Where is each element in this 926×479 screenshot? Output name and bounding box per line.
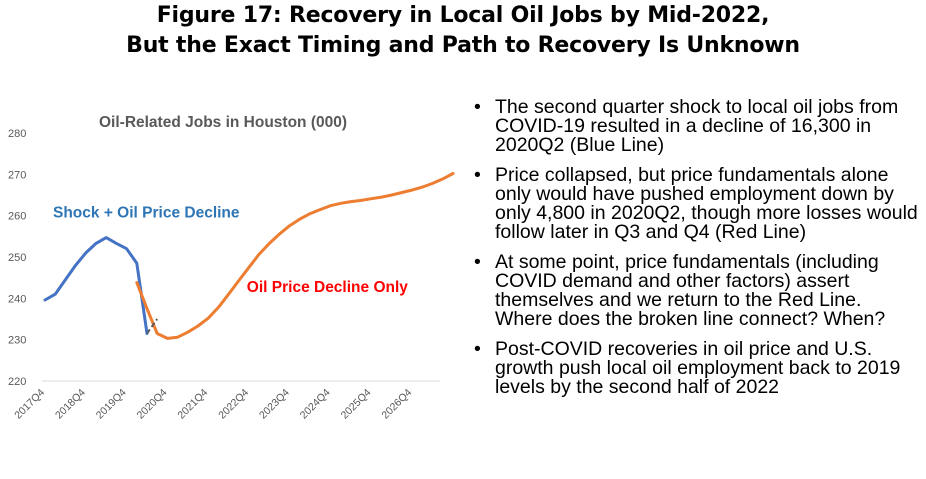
x-tick-label: 2021Q4: [175, 387, 210, 422]
bullet-text: The second quarter shock to local oil jo…: [495, 96, 899, 156]
figure-title-line2: But the Exact Timing and Path to Recover…: [126, 33, 800, 58]
series-line-shock: [43, 236, 149, 335]
bullet-item: • At some point, price fundamentals (incl…: [474, 251, 922, 330]
bullet-dot-icon: •: [474, 164, 481, 186]
plot-area: [43, 172, 455, 340]
bullet-text: At some point, price fundamentals (inclu…: [495, 251, 886, 330]
x-tick-label: 2020Q4: [135, 387, 170, 422]
y-tick-label: 230: [8, 335, 26, 347]
x-tick-label: 2024Q4: [298, 387, 333, 422]
x-tick-label: 2019Q4: [94, 387, 129, 422]
bullet-item: • Post-COVID recoveries in oil price and …: [474, 338, 922, 398]
series-annotation: Shock + Oil Price Decline: [53, 205, 240, 222]
bullet-dot-icon: •: [474, 251, 481, 273]
y-tick-label: 260: [8, 211, 26, 223]
x-tick-label: 2018Q4: [53, 387, 88, 422]
bullet-item: • The second quarter shock to local oil j…: [474, 96, 922, 156]
bullet-dot-icon: •: [474, 96, 481, 118]
bullet-dot-icon: •: [474, 338, 481, 360]
figure-title: Figure 17: Recovery in Local Oil Jobs by…: [0, 1, 926, 61]
y-tick-label: 240: [8, 293, 26, 305]
series-line-price-only: [135, 172, 455, 340]
x-tick-label: 2017Q4: [12, 387, 47, 422]
x-axis: 2017Q4 2018Q4 2019Q4 2020Q4 2021Q4 2022Q4 2023…: [12, 380, 440, 422]
bullet-text: Price collapsed, but price fundamentals …: [495, 164, 918, 243]
bullet-list: • The second quarter shock to local oil j…: [474, 96, 922, 408]
x-tick-label: 2022Q4: [216, 387, 251, 422]
x-tick-label: 2023Q4: [257, 387, 292, 422]
oil-jobs-chart: Oil-Related Jobs in Houston (000) 220 230…: [8, 114, 455, 422]
y-axis: 220 230 240 250 260 270 280: [8, 128, 26, 388]
series-line-broken-connector: [146, 318, 159, 335]
x-tick-label: 2025Q4: [339, 387, 374, 422]
x-tick-label: 2026Q4: [379, 387, 414, 422]
figure-title-line1: Figure 17: Recovery in Local Oil Jobs by…: [156, 3, 770, 28]
bullet-item: • Price collapsed, but price fundamentals…: [474, 164, 922, 243]
annotations: Shock + Oil Price Decline Oil Price Decli…: [53, 205, 408, 296]
chart-title: Oil-Related Jobs in Houston (000): [99, 114, 347, 131]
bullet-text: Post-COVID recoveries in oil price and U…: [495, 338, 901, 398]
y-tick-label: 280: [8, 128, 26, 140]
y-tick-label: 250: [8, 252, 26, 264]
series-annotation: Oil Price Decline Only: [247, 279, 408, 296]
y-tick-label: 270: [8, 169, 26, 181]
y-tick-label: 220: [8, 376, 26, 388]
